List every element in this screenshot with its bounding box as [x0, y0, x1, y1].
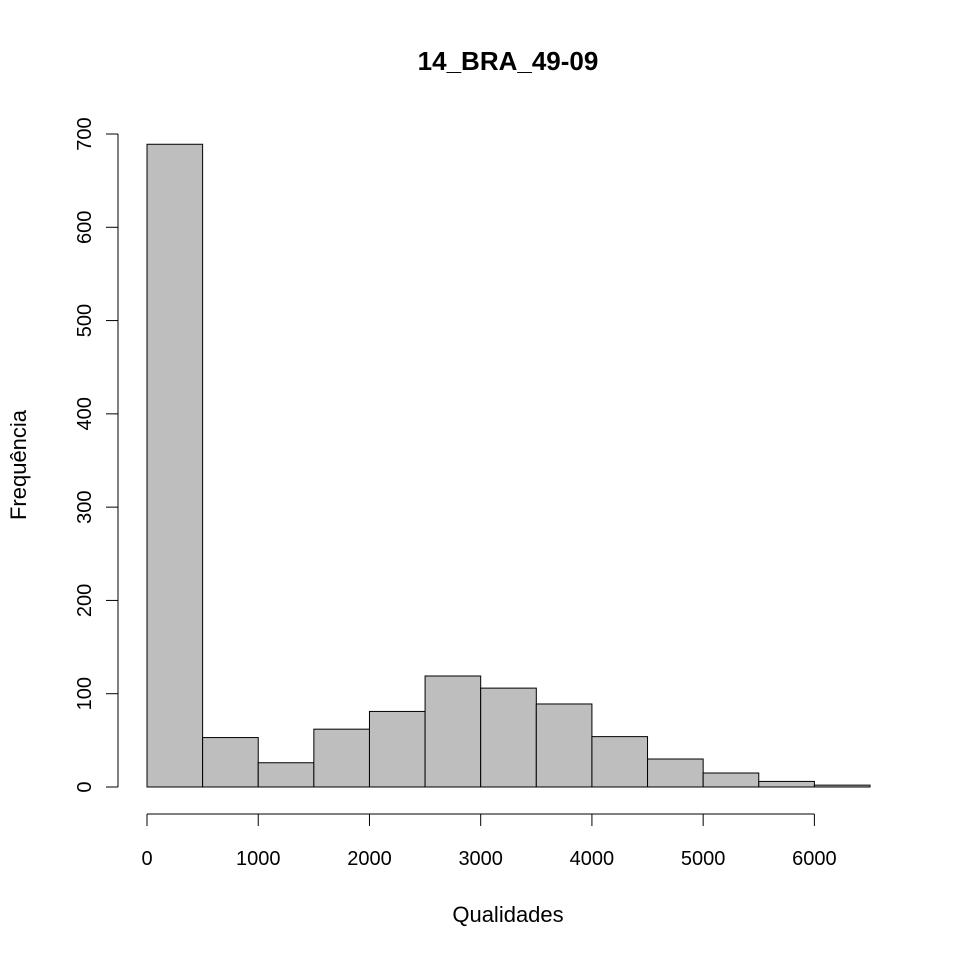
x-tick-label: 1000	[236, 848, 281, 870]
histogram-bar	[813, 784, 871, 788]
x-axis: 0 1000 2000 3000 4000 5000 6000	[141, 813, 837, 870]
histogram-bar	[535, 703, 593, 788]
y-axis: 0 100 200 300 400 500 600 700	[74, 117, 119, 793]
histogram-bar	[368, 710, 426, 788]
x-tick-label: 2000	[347, 848, 392, 870]
chart-title: 14_BRA_49-09	[418, 46, 599, 76]
y-tick-label: 600	[74, 211, 96, 244]
histogram-bar	[591, 736, 649, 788]
bars-group	[146, 143, 871, 788]
y-tick-label: 200	[74, 584, 96, 617]
y-tick-label: 300	[74, 490, 96, 523]
histogram-bar	[146, 143, 204, 788]
histogram-bar	[647, 758, 704, 788]
histogram-bar	[758, 780, 815, 788]
x-tick-label: 6000	[792, 848, 837, 870]
y-tick-label: 0	[74, 781, 96, 792]
y-tick-label: 100	[74, 677, 96, 710]
histogram-bar	[702, 772, 760, 788]
histogram-bar	[480, 687, 537, 788]
x-tick-label: 3000	[458, 848, 503, 870]
y-axis-label: Frequência	[6, 409, 31, 520]
y-tick-label: 400	[74, 397, 96, 430]
x-tick-label: 0	[141, 848, 152, 870]
y-tick-label: 500	[74, 304, 96, 337]
histogram-bar	[313, 728, 370, 788]
histogram-bar	[424, 675, 482, 788]
y-tick-label: 700	[74, 117, 96, 150]
x-tick-label: 5000	[681, 848, 726, 870]
x-axis-label: Qualidades	[452, 902, 563, 927]
x-tick-label: 4000	[570, 848, 615, 870]
histogram-bar	[202, 737, 259, 788]
histogram-bar	[257, 762, 315, 788]
